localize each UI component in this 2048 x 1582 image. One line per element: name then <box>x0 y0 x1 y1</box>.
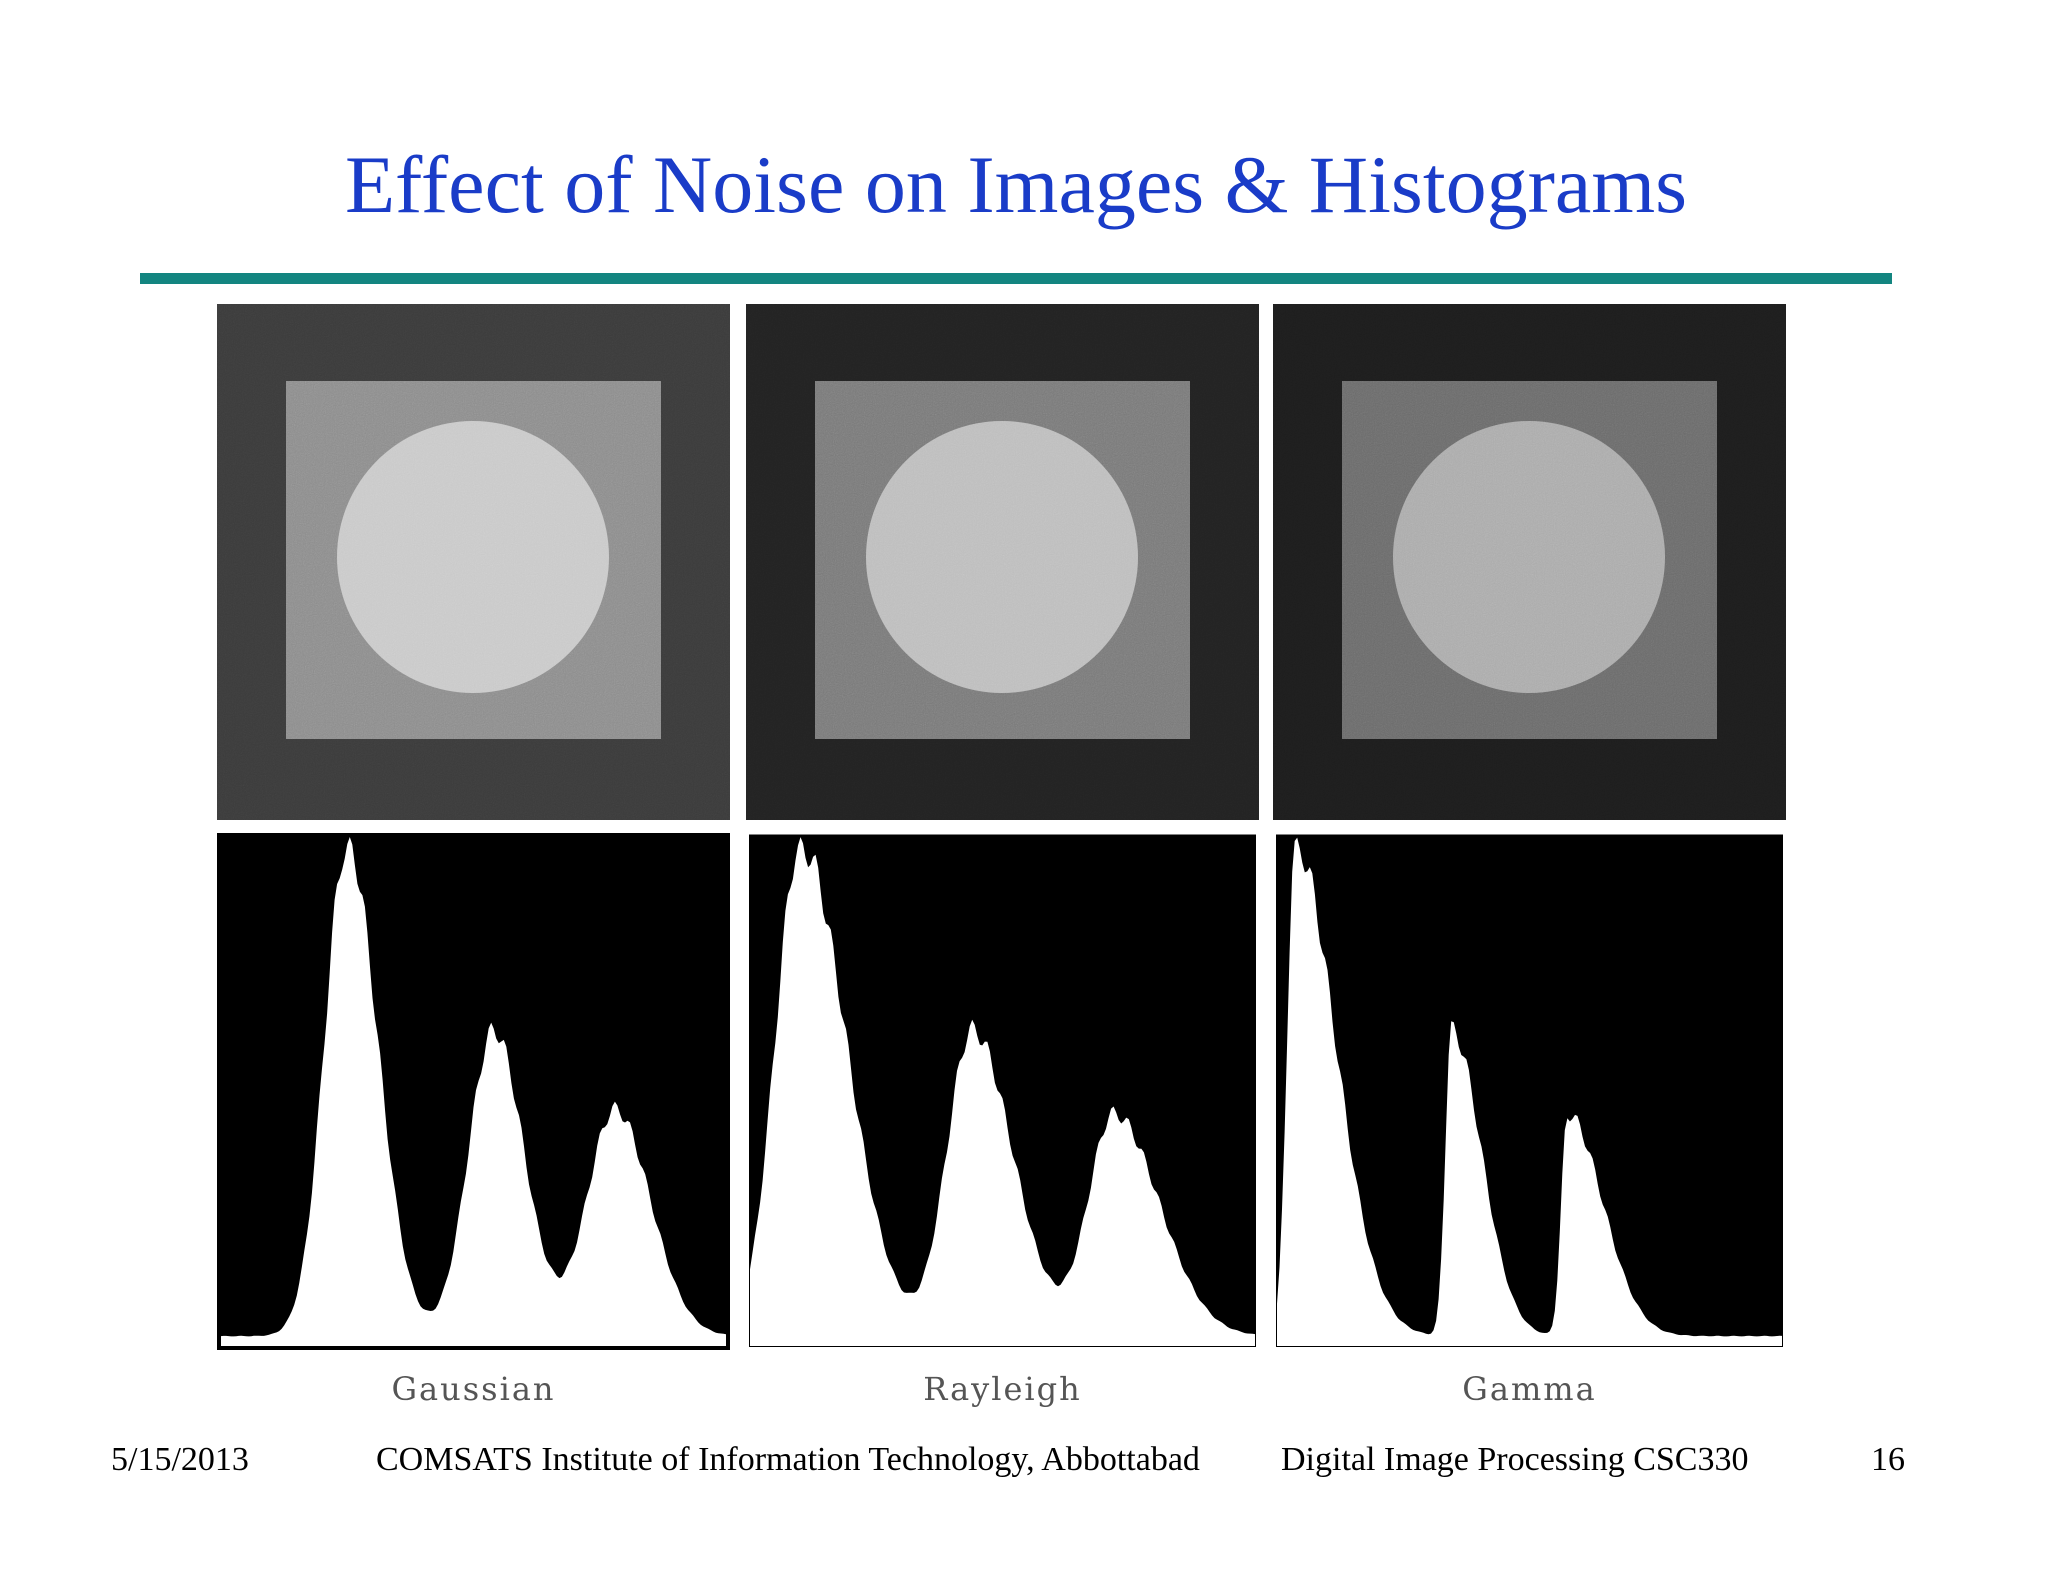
noisy-image <box>217 304 730 820</box>
panel: Gaussian <box>217 304 730 1408</box>
panel: Rayleigh <box>746 304 1259 1408</box>
histogram-frame <box>1273 831 1786 1350</box>
histogram-area <box>221 837 726 1346</box>
panel: Gamma <box>1273 304 1786 1408</box>
image-noise <box>1273 304 1786 820</box>
panels: Gaussian Rayleigh Gamma <box>217 304 1786 1408</box>
noisy-image <box>746 304 1259 820</box>
histogram-frame <box>746 831 1259 1350</box>
panel-caption: Gamma <box>1462 1370 1596 1408</box>
image-noise <box>746 304 1259 820</box>
panel-caption: Rayleigh <box>923 1370 1081 1408</box>
footer-date: 5/15/2013 <box>111 1441 249 1478</box>
title-rule <box>140 273 1892 284</box>
footer-institute: COMSATS Institute of Information Technol… <box>376 1441 1200 1478</box>
panel-caption: Gaussian <box>391 1370 555 1408</box>
image-noise <box>217 304 730 820</box>
histogram-area <box>750 837 1255 1346</box>
footer-page: 16 <box>1871 1441 1905 1478</box>
slide-title: Effect of Noise on Images & Histograms <box>345 139 1687 230</box>
footer-course: Digital Image Processing CSC330 <box>1281 1441 1748 1478</box>
histogram-area <box>1277 837 1782 1346</box>
noisy-image <box>1273 304 1786 820</box>
